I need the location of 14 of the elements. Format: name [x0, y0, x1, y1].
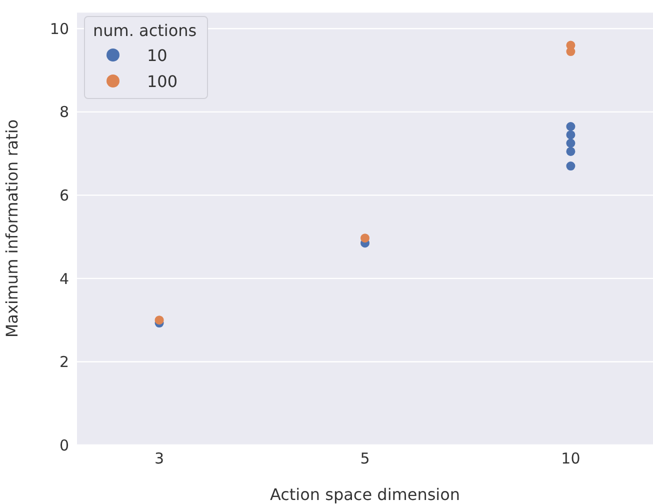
y-tick-label: 8: [59, 103, 69, 122]
y-tick-label: 4: [59, 270, 69, 288]
y-tick-label: 6: [59, 186, 69, 205]
x-axis-title: Action space dimension: [270, 485, 460, 504]
x-tick-label: 10: [561, 450, 580, 468]
y-tick-label: 10: [50, 20, 69, 38]
legend-title: num. actions: [93, 21, 197, 40]
legend-label: 100: [147, 72, 178, 90]
x-tick-label: 3: [154, 450, 164, 468]
x-tick-label: 5: [360, 450, 370, 468]
legend-label: 10: [147, 46, 168, 64]
y-tick-label: 0: [59, 436, 69, 454]
y-axis-title: Maximum information ratio: [2, 119, 22, 338]
y-tick-label: 2: [59, 353, 69, 372]
